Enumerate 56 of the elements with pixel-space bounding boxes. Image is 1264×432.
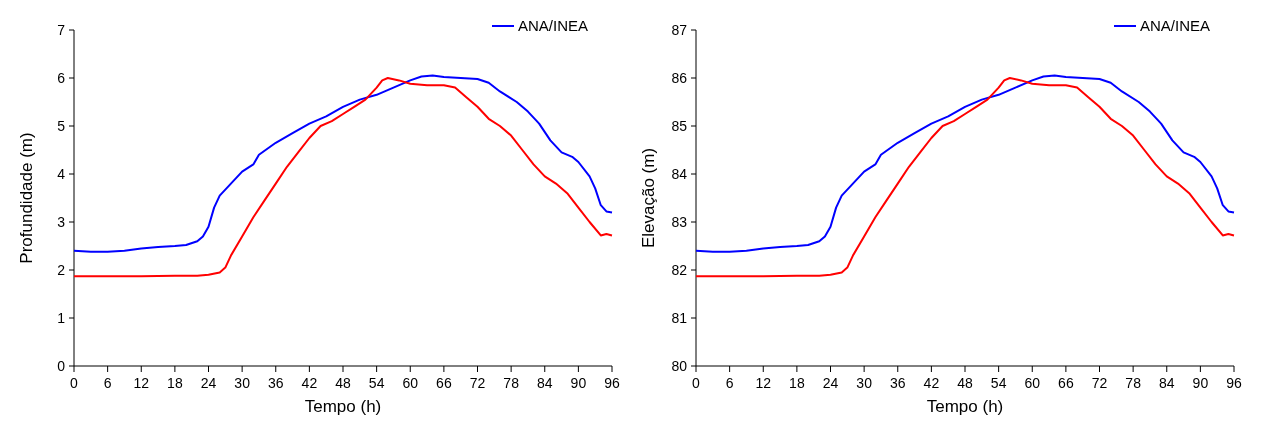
x-tick-label: 84: [1158, 375, 1175, 391]
y-tick-label: 5: [57, 117, 66, 134]
x-tick-label: 48: [335, 375, 351, 391]
x-tick-label: 72: [469, 375, 486, 391]
y-tick-label: 7: [57, 21, 66, 38]
x-tick-label: 60: [402, 375, 419, 391]
x-tick-label: 0: [692, 375, 701, 391]
x-tick-label: 96: [1226, 375, 1242, 391]
x-tick-label: 24: [200, 375, 217, 391]
x-tick-label: 54: [368, 375, 385, 391]
x-axis-title: Tempo (h): [926, 397, 1004, 416]
y-tick-label: 81: [671, 309, 688, 326]
y-tick-label: 3: [57, 213, 66, 230]
x-tick-label: 12: [755, 375, 772, 391]
legend-label: ANA/INEA: [518, 17, 589, 35]
x-tick-label: 90: [570, 375, 587, 391]
x-tick-label: 30: [856, 375, 873, 391]
y-axis-title: Elevação (m): [639, 147, 658, 249]
x-tick-label: 30: [234, 375, 251, 391]
x-tick-label: 66: [1058, 375, 1074, 391]
x-tick-label: 18: [789, 375, 805, 391]
y-tick-label: 6: [57, 69, 66, 86]
y-tick-label: 80: [671, 357, 688, 374]
x-tick-label: 36: [889, 375, 906, 391]
x-tick-label: 60: [1024, 375, 1041, 391]
x-tick-label: 48: [957, 375, 973, 391]
x-tick-label: 42: [301, 375, 318, 391]
x-tick-label: 24: [822, 375, 839, 391]
x-tick-label: 0: [70, 375, 79, 391]
x-tick-label: 36: [267, 375, 284, 391]
x-tick-label: 6: [725, 375, 734, 391]
x-tick-label: 66: [436, 375, 452, 391]
x-tick-label: 78: [503, 375, 520, 391]
y-tick-label: 87: [671, 21, 688, 38]
y-tick-label: 2: [57, 261, 66, 278]
y-tick-label: 0: [57, 357, 66, 374]
x-tick-label: 54: [990, 375, 1007, 391]
x-tick-label: 90: [1192, 375, 1209, 391]
y-tick-label: 4: [57, 165, 66, 182]
x-tick-label: 18: [167, 375, 183, 391]
y-tick-label: 1: [57, 309, 66, 326]
y-tick-label: 83: [671, 213, 688, 230]
legend-label: ANA/INEA: [1140, 17, 1211, 35]
x-tick-label: 84: [536, 375, 553, 391]
x-tick-label: 78: [1125, 375, 1142, 391]
y-tick-label: 84: [671, 165, 688, 182]
y-tick-label: 82: [671, 261, 688, 278]
x-tick-label: 42: [923, 375, 940, 391]
x-tick-label: 96: [604, 375, 620, 391]
y-axis-title: Profundidade (m): [17, 132, 36, 264]
y-tick-label: 85: [671, 117, 688, 134]
x-tick-label: 12: [133, 375, 150, 391]
x-tick-label: 72: [1091, 375, 1108, 391]
x-axis-title: Tempo (h): [304, 397, 382, 416]
y-tick-label: 86: [671, 69, 688, 86]
x-tick-label: 6: [103, 375, 112, 391]
